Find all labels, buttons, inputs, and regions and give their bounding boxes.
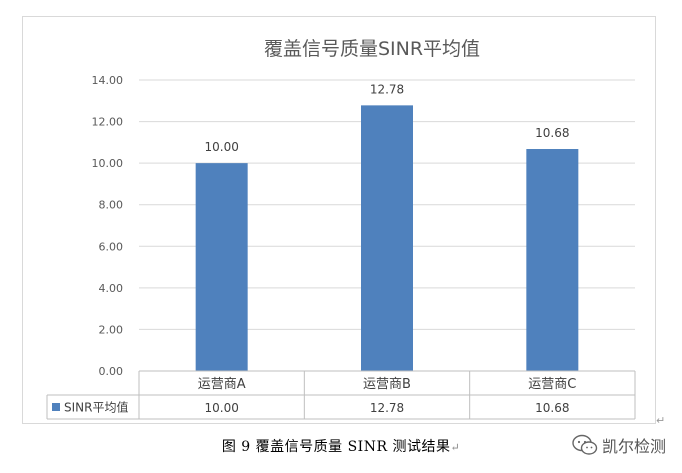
category-label: 运营商B [363,377,411,392]
figure-caption: 图 9 覆盖信号质量 SINR 测试结果↵ [0,436,682,456]
watermark-text: 凯尔检测 [602,437,667,456]
chart-area: 覆盖信号质量SINR平均值 0.00 2.00 4.00 6.00 8.00 10.00 12… [22,16,656,424]
y-tick-label: 14.00 [92,74,124,87]
paragraph-mark: ↵ [450,441,461,454]
bar-运营商A [195,163,248,371]
bar-运营商B [361,105,413,371]
legend-key [52,403,60,411]
y-tick-label: 12.00 [92,116,124,129]
data-label: 12.78 [370,82,404,96]
y-tick-label: 8.00 [99,199,124,212]
chart-svg: 覆盖信号质量SINR平均值 0.00 2.00 4.00 6.00 8.00 10.00 12… [46,38,636,420]
y-tick-label: 0.00 [99,365,124,378]
wechat-icon [572,434,598,455]
y-tick-label: 4.00 [99,282,124,295]
table-value: 12.78 [370,401,404,415]
category-label: 运营商A [198,377,246,392]
caption-text: 图 9 覆盖信号质量 SINR 测试结果 [221,439,451,455]
table-value: 10.68 [535,401,569,415]
y-tick-label: 6.00 [99,240,124,253]
data-label: 10.00 [204,140,238,154]
chart-title: 覆盖信号质量SINR平均值 [264,38,480,60]
y-tick-label: 10.00 [92,157,124,170]
paragraph-mark-corner: ↵ [656,414,666,427]
category-label: 运营商C [528,377,576,392]
legend-label: SINR平均值 [64,400,128,415]
y-tick-label: 2.00 [99,323,124,336]
table-value: 10.00 [204,401,238,415]
bar-运营商C [526,149,579,371]
watermark: 凯尔检测 [572,432,666,458]
data-label: 10.68 [535,126,569,140]
